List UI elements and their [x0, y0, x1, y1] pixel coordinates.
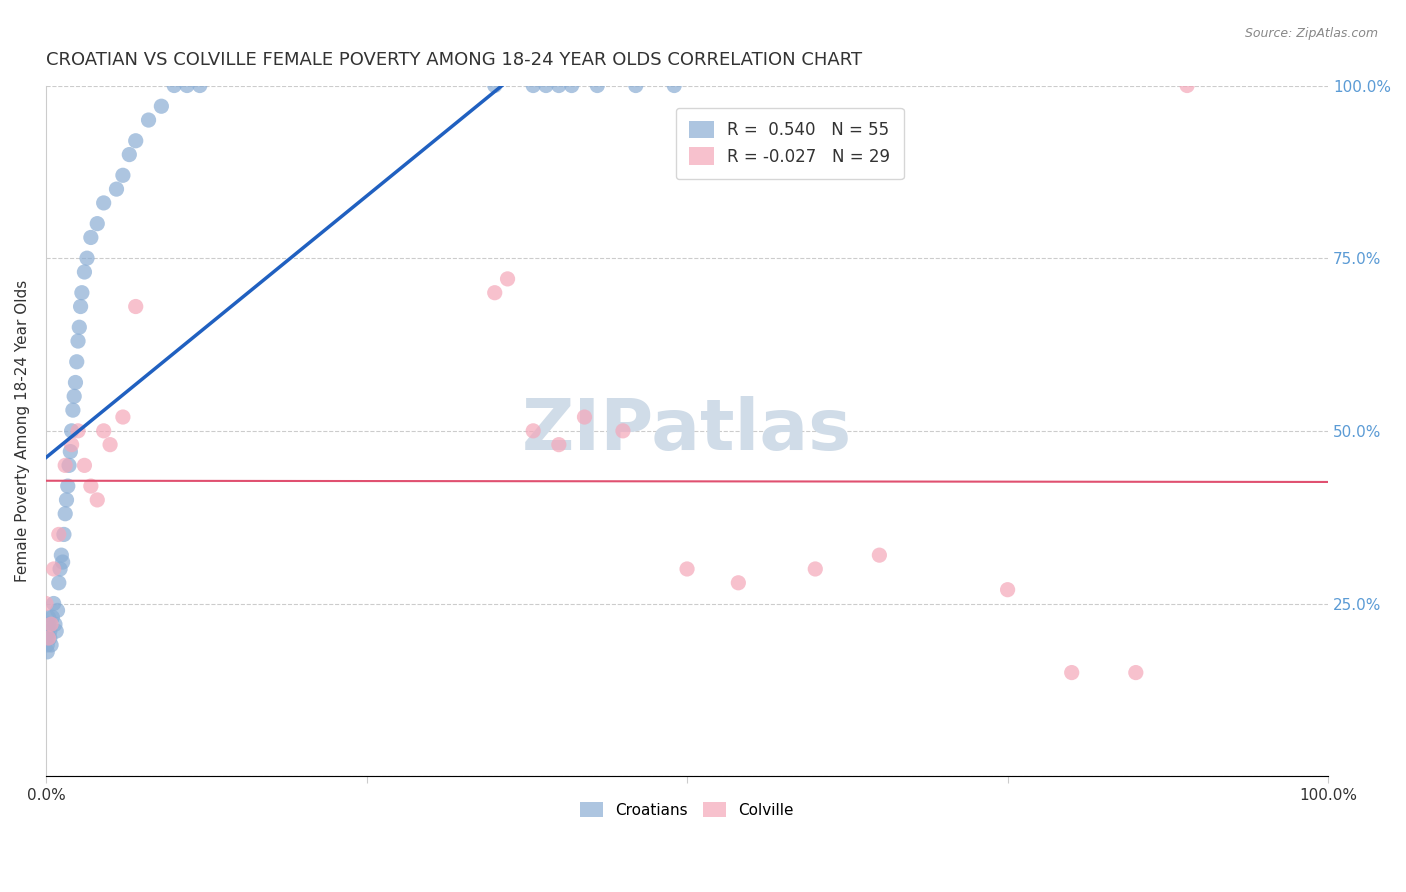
Croatians: [37, 645, 59, 659]
Croatians: [150, 99, 173, 113]
Croatians: [484, 78, 506, 93]
Colville: [39, 617, 62, 632]
Croatians: [44, 617, 66, 632]
Croatians: [62, 403, 84, 417]
Colville: [38, 631, 60, 645]
Colville: [522, 424, 544, 438]
Croatians: [73, 265, 96, 279]
Text: ZIPatlas: ZIPatlas: [522, 396, 852, 466]
Croatians: [39, 638, 62, 652]
Croatians: [93, 195, 115, 210]
Croatians: [125, 134, 148, 148]
Croatians: [70, 285, 93, 300]
Text: Source: ZipAtlas.com: Source: ZipAtlas.com: [1244, 27, 1378, 40]
Croatians: [55, 492, 77, 507]
Croatians: [45, 624, 67, 639]
Croatians: [80, 230, 103, 244]
Croatians: [111, 169, 134, 183]
Colville: [66, 424, 89, 438]
Y-axis label: Female Poverty Among 18-24 Year Olds: Female Poverty Among 18-24 Year Olds: [15, 280, 30, 582]
Colville: [804, 562, 827, 576]
Croatians: [42, 597, 65, 611]
Colville: [612, 424, 634, 438]
Colville: [86, 492, 108, 507]
Croatians: [38, 631, 60, 645]
Croatians: [49, 562, 72, 576]
Croatians: [176, 78, 198, 93]
Croatians: [664, 78, 686, 93]
Croatians: [53, 507, 76, 521]
Croatians: [522, 78, 544, 93]
Colville: [73, 458, 96, 473]
Colville: [496, 272, 519, 286]
Croatians: [561, 78, 583, 93]
Croatians: [534, 78, 557, 93]
Croatians: [76, 251, 98, 265]
Colville: [60, 437, 83, 451]
Croatians: [66, 355, 89, 369]
Croatians: [86, 217, 108, 231]
Colville: [111, 410, 134, 425]
Croatians: [41, 610, 63, 624]
Colville: [1125, 665, 1147, 680]
Croatians: [118, 147, 141, 161]
Colville: [42, 562, 65, 576]
Croatians: [138, 113, 160, 128]
Colville: [125, 300, 148, 314]
Croatians: [188, 78, 211, 93]
Colville: [53, 458, 76, 473]
Colville: [676, 562, 699, 576]
Colville: [547, 437, 569, 451]
Croatians: [35, 631, 58, 645]
Croatians: [48, 575, 70, 590]
Croatians: [52, 527, 75, 541]
Colville: [93, 424, 115, 438]
Colville: [1060, 665, 1083, 680]
Colville: [484, 285, 506, 300]
Colville: [997, 582, 1019, 597]
Colville: [35, 597, 58, 611]
Colville: [727, 575, 749, 590]
Croatians: [38, 610, 60, 624]
Croatians: [52, 555, 75, 569]
Colville: [98, 437, 121, 451]
Croatians: [51, 548, 73, 562]
Croatians: [67, 320, 90, 334]
Croatians: [37, 624, 59, 639]
Croatians: [66, 334, 89, 348]
Croatians: [37, 638, 59, 652]
Croatians: [59, 444, 82, 458]
Croatians: [65, 376, 87, 390]
Colville: [48, 527, 70, 541]
Croatians: [163, 78, 186, 93]
Croatians: [38, 624, 60, 639]
Croatians: [69, 300, 91, 314]
Colville: [868, 548, 890, 562]
Croatians: [56, 479, 79, 493]
Croatians: [38, 617, 60, 632]
Croatians: [586, 78, 609, 93]
Croatians: [105, 182, 128, 196]
Text: CROATIAN VS COLVILLE FEMALE POVERTY AMONG 18-24 YEAR OLDS CORRELATION CHART: CROATIAN VS COLVILLE FEMALE POVERTY AMON…: [46, 51, 862, 69]
Croatians: [547, 78, 569, 93]
Colville: [574, 410, 596, 425]
Legend: Croatians, Colville: Croatians, Colville: [574, 796, 800, 824]
Colville: [80, 479, 103, 493]
Croatians: [60, 424, 83, 438]
Croatians: [58, 458, 80, 473]
Croatians: [63, 389, 86, 403]
Croatians: [46, 603, 69, 617]
Croatians: [624, 78, 647, 93]
Colville: [1175, 78, 1198, 93]
